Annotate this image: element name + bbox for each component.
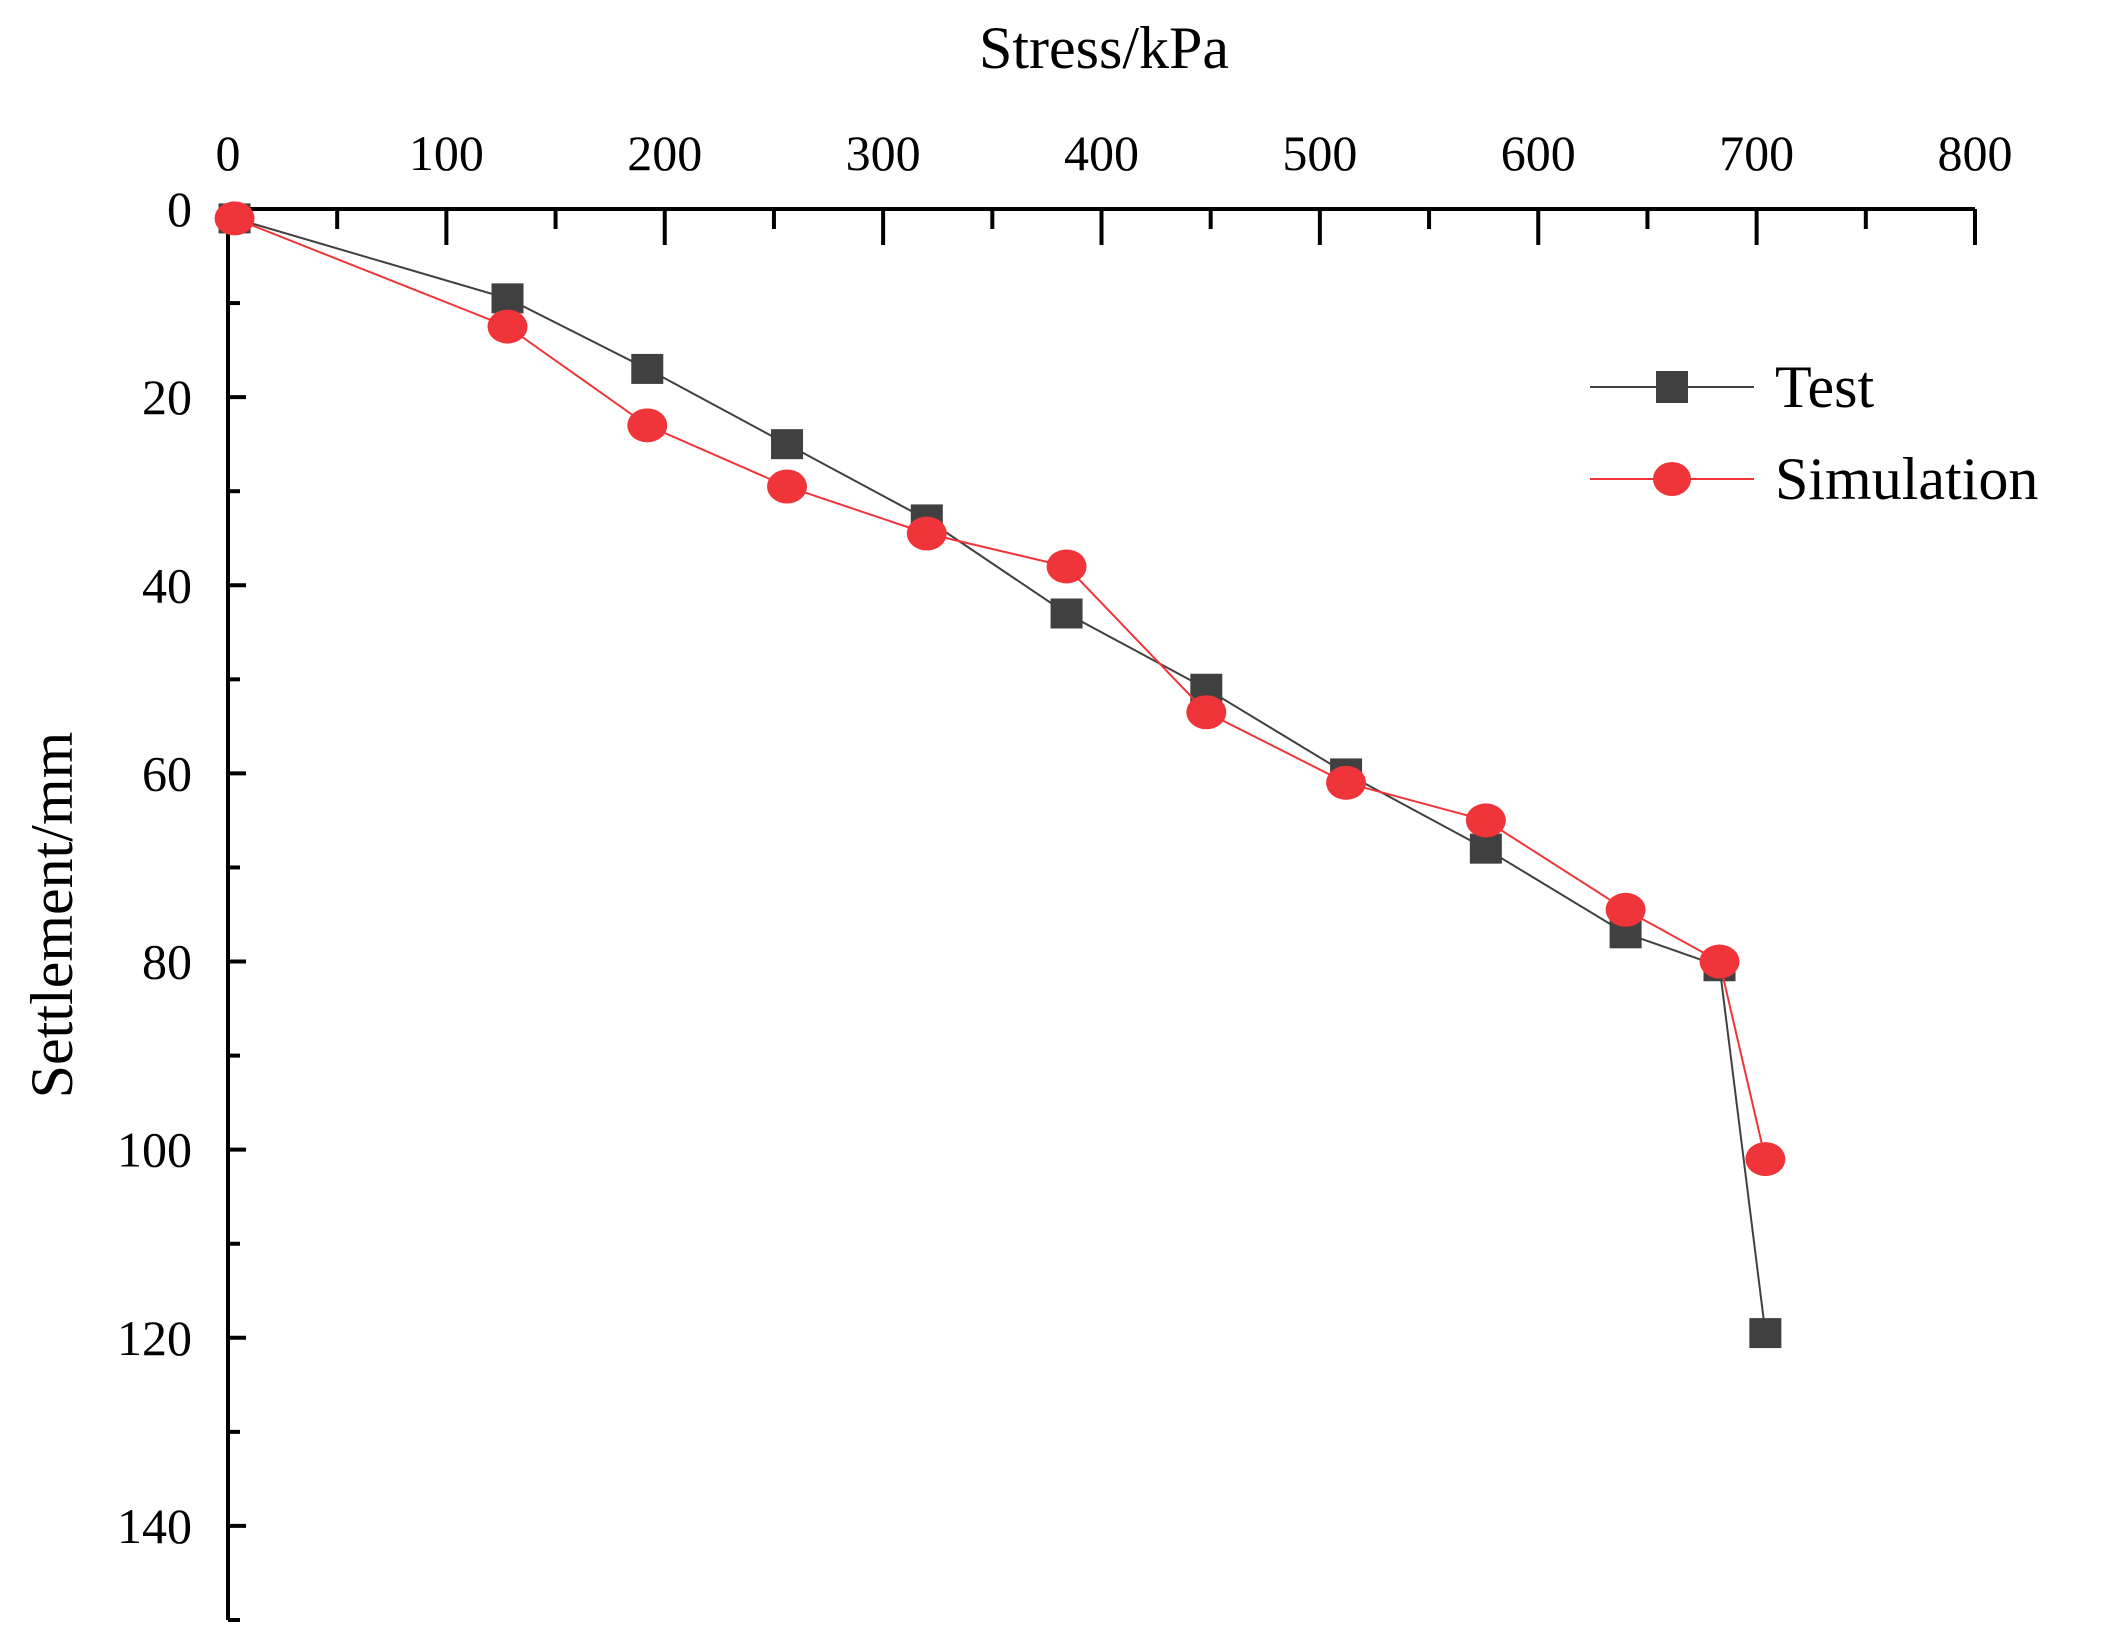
simulation-point bbox=[214, 201, 255, 236]
simulation-point bbox=[627, 408, 668, 443]
test-point bbox=[1050, 598, 1083, 629]
test-point bbox=[1469, 833, 1502, 864]
simulation-point bbox=[1465, 803, 1506, 838]
x-tick-label: 600 bbox=[1501, 125, 1576, 181]
legend-item-simulation: Simulation bbox=[1590, 446, 2038, 512]
x-tick-label: 400 bbox=[1064, 125, 1139, 181]
x-tick-label: 300 bbox=[846, 125, 921, 181]
axes bbox=[226, 207, 1975, 1620]
series-layer bbox=[214, 201, 1786, 1349]
legend-item-test: Test bbox=[1590, 354, 1874, 420]
simulation-point bbox=[1326, 765, 1367, 800]
y-tick-label: 60 bbox=[142, 745, 192, 801]
y-tick-label: 40 bbox=[142, 557, 192, 613]
y-tick-label: 140 bbox=[117, 1498, 192, 1554]
x-tick-label: 500 bbox=[1282, 125, 1357, 181]
y-tick-label: 0 bbox=[167, 181, 192, 237]
x-tick-label: 800 bbox=[1938, 125, 2013, 181]
legend: Test Simulation bbox=[1590, 354, 2038, 512]
x-tick-label: 200 bbox=[627, 125, 702, 181]
x-axis-title: Stress/kPa bbox=[979, 15, 1229, 81]
x-axis-ticks: 0 100 200 300 400 500 600 700 800 bbox=[216, 125, 2013, 245]
simulation-point bbox=[1745, 1142, 1786, 1177]
test-point bbox=[631, 353, 664, 384]
x-tick-label: 0 bbox=[216, 125, 241, 181]
simulation-line bbox=[234, 217, 1767, 1160]
legend-label-test: Test bbox=[1775, 354, 1874, 420]
y-tick-label: 120 bbox=[117, 1310, 192, 1366]
test-line bbox=[234, 217, 1767, 1334]
y-tick-label: 80 bbox=[142, 934, 192, 990]
simulation-point bbox=[1699, 944, 1740, 979]
legend-marker-test bbox=[1656, 371, 1688, 403]
legend-marker-simulation bbox=[1653, 462, 1691, 496]
x-tick-label: 100 bbox=[409, 125, 484, 181]
simulation-point bbox=[1046, 549, 1087, 584]
x-tick-label: 700 bbox=[1719, 125, 1794, 181]
simulation-point bbox=[767, 469, 808, 504]
legend-label-simulation: Simulation bbox=[1775, 446, 2038, 512]
y-axis-title: Settlement/mm bbox=[19, 732, 85, 1099]
test-point bbox=[771, 429, 804, 460]
series-test bbox=[218, 203, 1782, 1349]
simulation-point bbox=[1186, 695, 1227, 730]
test-point bbox=[491, 283, 524, 314]
simulation-point bbox=[487, 309, 528, 344]
test-point bbox=[1749, 1318, 1782, 1349]
y-tick-label: 100 bbox=[117, 1122, 192, 1178]
series-simulation bbox=[214, 201, 1786, 1177]
y-tick-label: 20 bbox=[142, 369, 192, 425]
y-axis-ticks: 0 20 40 60 80 100 120 140 bbox=[117, 181, 246, 1622]
simulation-point bbox=[1605, 892, 1646, 927]
simulation-point bbox=[906, 516, 947, 551]
